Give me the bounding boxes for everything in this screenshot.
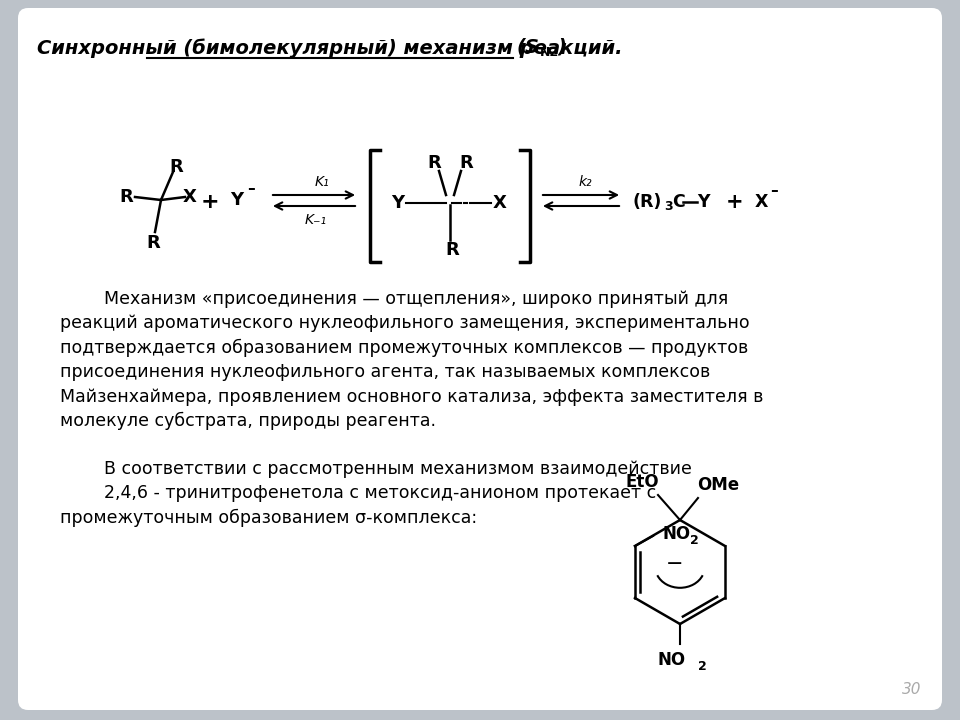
Text: X: X bbox=[183, 188, 197, 206]
Text: Синхронный (бимолекулярный) механизм реакций.: Синхронный (бимолекулярный) механизм реа… bbox=[37, 38, 623, 58]
Text: В соответствии с рассмотренным механизмом взаимодействие
        2,4,6 - тринитр: В соответствии с рассмотренным механизмо… bbox=[60, 460, 692, 527]
Text: Y: Y bbox=[230, 191, 244, 209]
Text: (R): (R) bbox=[632, 193, 661, 211]
Text: –: – bbox=[770, 182, 778, 197]
Text: R: R bbox=[445, 241, 459, 259]
Text: −: − bbox=[666, 554, 684, 574]
Text: 3: 3 bbox=[664, 200, 673, 214]
Text: X: X bbox=[493, 194, 507, 212]
Text: 30: 30 bbox=[902, 683, 922, 698]
Text: NO: NO bbox=[663, 525, 691, 543]
Text: 2: 2 bbox=[690, 534, 699, 546]
Text: N2: N2 bbox=[540, 47, 559, 60]
Text: Y: Y bbox=[697, 193, 709, 211]
Text: R: R bbox=[427, 154, 441, 172]
Text: +: + bbox=[201, 192, 219, 212]
Text: K₋₁: K₋₁ bbox=[305, 213, 327, 227]
Text: R: R bbox=[119, 188, 132, 206]
Text: EtO: EtO bbox=[625, 473, 659, 491]
Text: Механизм «присоединения — отщепления», широко принятый для
реакций ароматическог: Механизм «присоединения — отщепления», ш… bbox=[60, 290, 763, 430]
Text: OMe: OMe bbox=[697, 476, 739, 494]
FancyBboxPatch shape bbox=[18, 8, 942, 710]
Text: R: R bbox=[146, 234, 160, 252]
Text: 2: 2 bbox=[698, 660, 707, 672]
Text: +: + bbox=[726, 192, 744, 212]
Text: K₁: K₁ bbox=[315, 175, 329, 189]
Text: –: – bbox=[247, 181, 254, 196]
Text: (S: (S bbox=[516, 37, 539, 56]
Text: k₂: k₂ bbox=[578, 175, 591, 189]
Text: X: X bbox=[755, 193, 768, 211]
Text: R: R bbox=[459, 154, 473, 172]
Text: R: R bbox=[169, 158, 182, 176]
Text: ): ) bbox=[558, 37, 566, 56]
Text: Y: Y bbox=[392, 194, 404, 212]
Text: C: C bbox=[672, 193, 684, 211]
Text: NO: NO bbox=[658, 651, 686, 669]
